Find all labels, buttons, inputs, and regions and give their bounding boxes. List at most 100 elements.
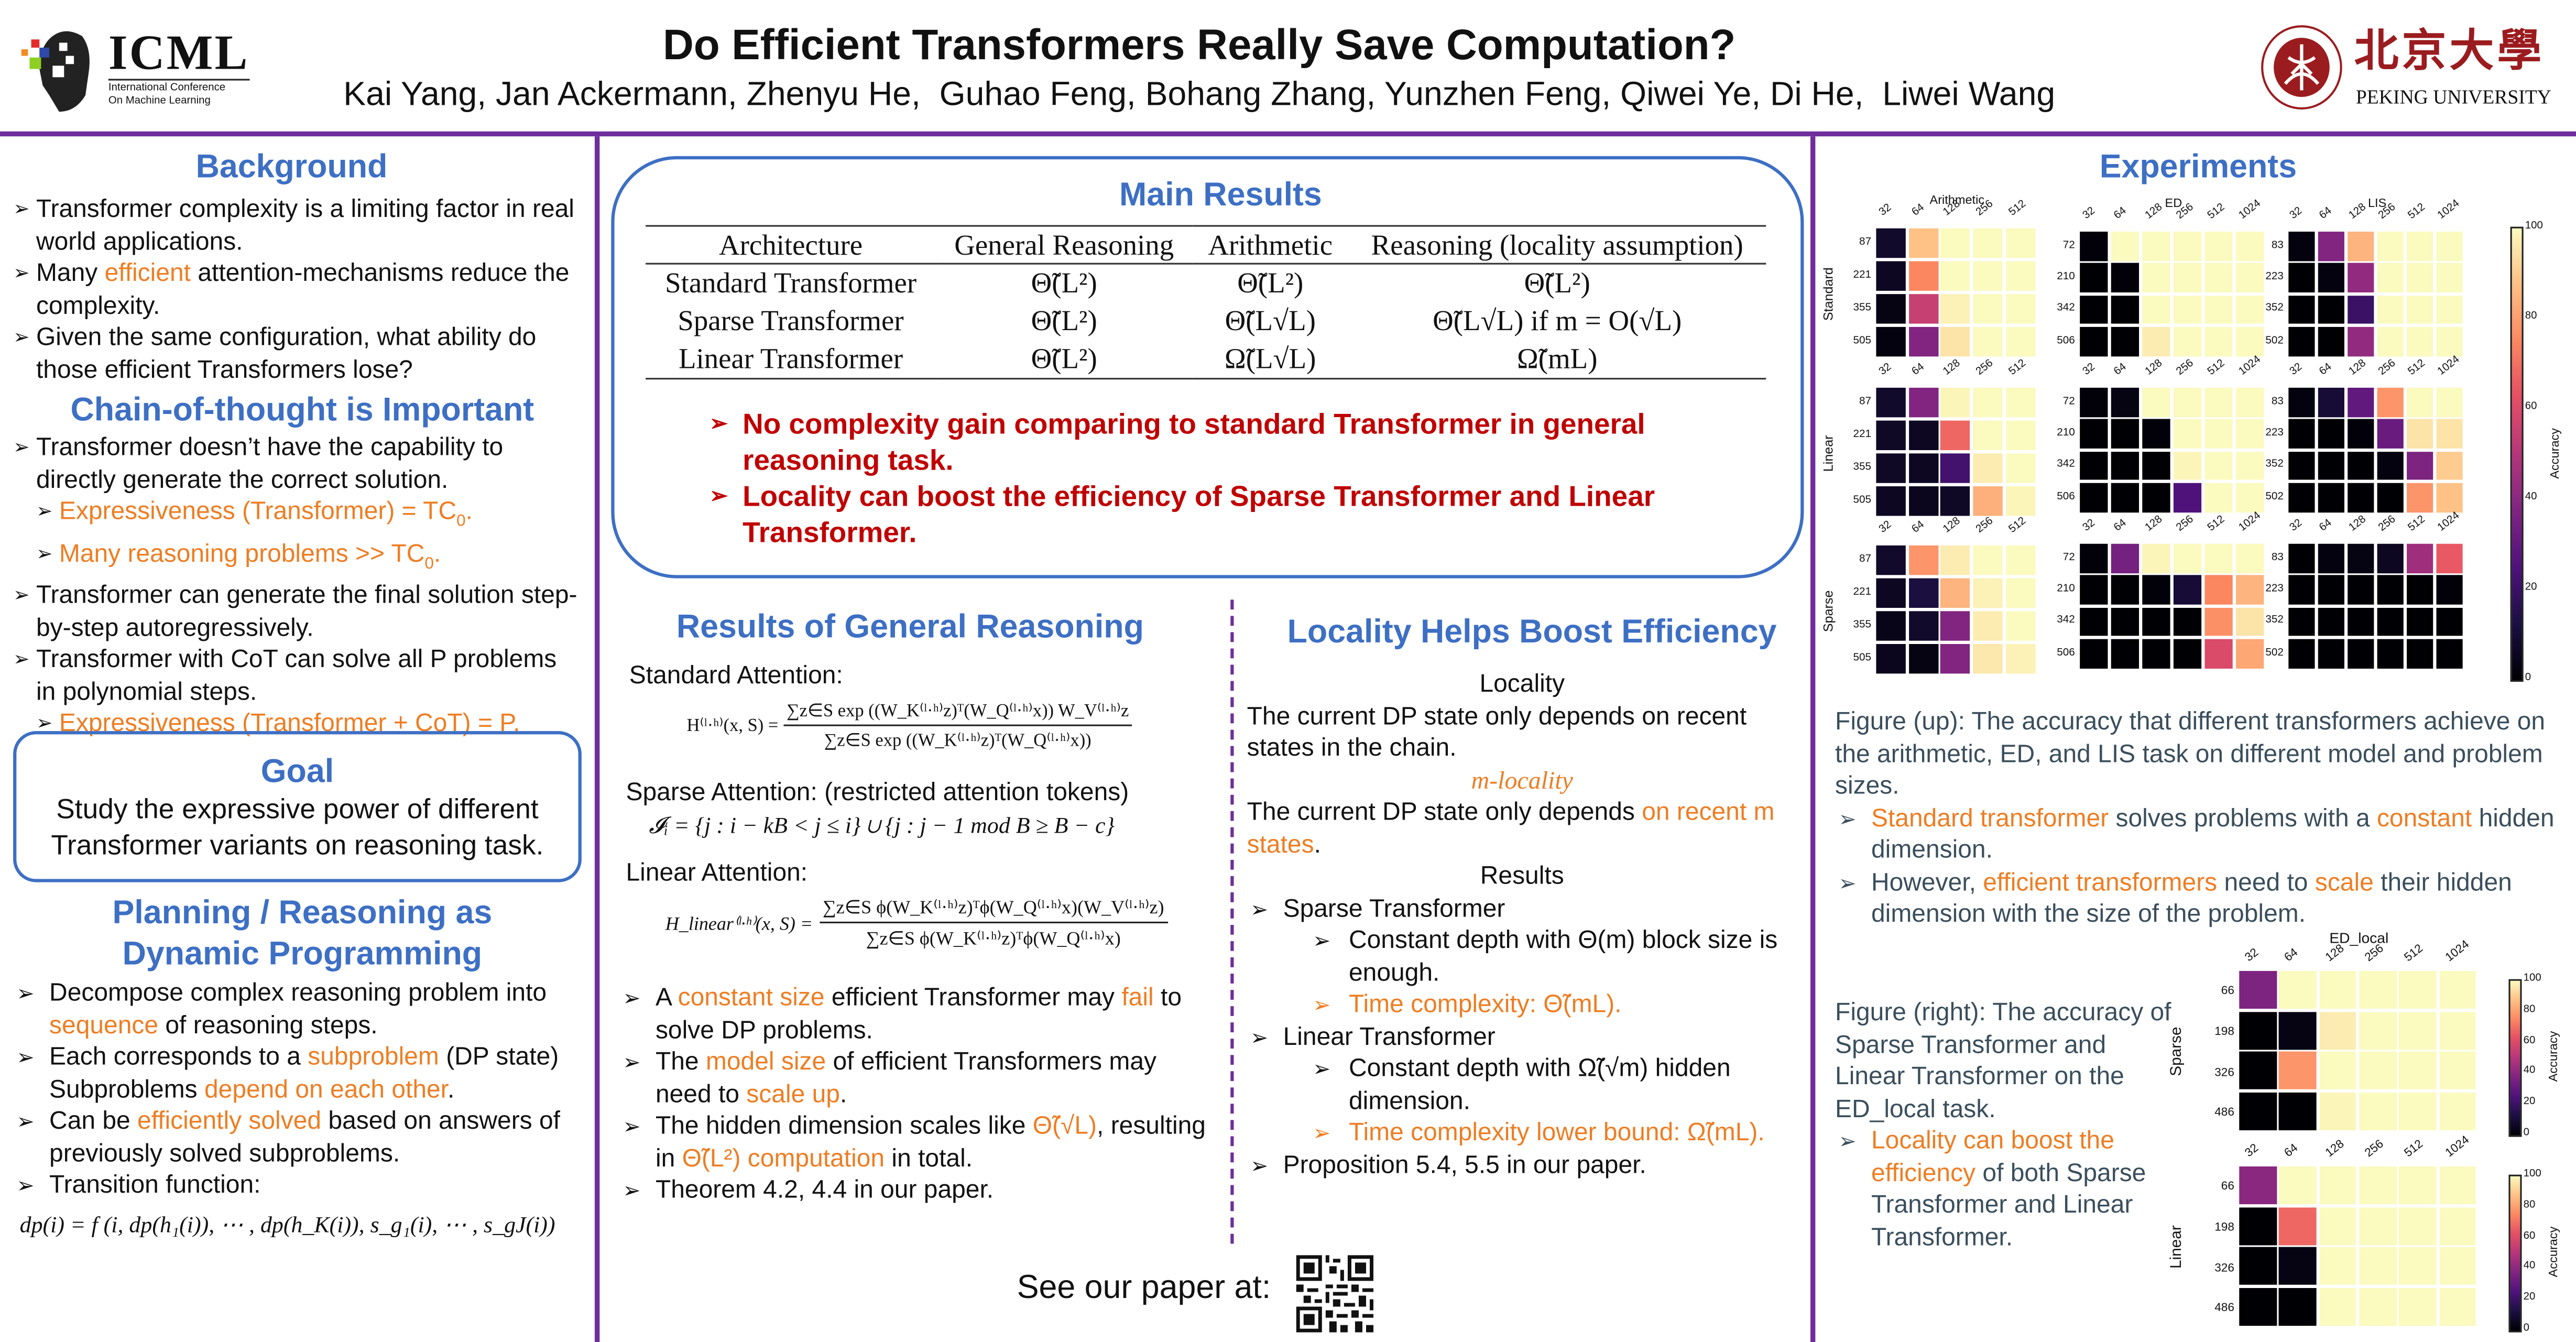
heatmap-cell (2173, 419, 2202, 449)
text: The (655, 1048, 706, 1076)
row-tick-label: 198 (2214, 1023, 2234, 1039)
row-tick-label: 223 (2265, 427, 2284, 439)
colorbar-tick-label: 20 (2525, 581, 2537, 593)
heatmap-cell (2111, 543, 2140, 573)
heatmap-cell (2111, 387, 2140, 417)
colorbar-tick-label: 0 (2523, 1322, 2530, 1334)
heatmap-cell (2377, 607, 2405, 637)
table-header-row: Architecture General Reasoning Arithmeti… (646, 225, 1766, 265)
list-item: Linear Transformer (1247, 1021, 1797, 1053)
col-tick-label: 128 (2142, 514, 2164, 534)
row-tick-label: 355 (1853, 461, 1871, 473)
heatmap-cell (1940, 578, 1971, 609)
heatmap-cell (2288, 326, 2316, 356)
row-tick-label: 223 (2265, 583, 2284, 595)
text: to solve DP problems. (655, 984, 1182, 1044)
heatmap-cell (2173, 232, 2202, 261)
list-item: A constant size efficient Transformer ma… (619, 983, 1219, 1046)
heatmap-cell (2279, 1288, 2317, 1326)
list-item: Can be efficiently solved based on answe… (13, 1106, 592, 1170)
heatmap-cell (2142, 326, 2171, 356)
heatmap-cell (2239, 1011, 2277, 1050)
heatmap-cell (2318, 483, 2345, 512)
heatmap-cell (2142, 387, 2171, 417)
highlight-text: model size (705, 1048, 826, 1076)
heatmap-ylabel: Standard (1821, 267, 1836, 321)
heatmap-ylabel: Sparse (1821, 590, 1836, 632)
col-tick-label: 32 (1877, 361, 1894, 378)
colorbar-tick-label: 100 (2523, 973, 2541, 984)
list-item: Standard transformer solves problems wit… (1835, 803, 2561, 867)
heatmap-cell (2111, 263, 2140, 293)
heatmap-cell (2377, 326, 2405, 356)
heatmap-cell (2236, 295, 2265, 324)
heatmap-cell (2111, 232, 2140, 261)
heatmap-cell (2080, 232, 2109, 261)
colorbar (2508, 1174, 2522, 1333)
text: of reasoning steps. (158, 1011, 378, 1040)
heatmap-cell (2005, 545, 2036, 576)
row-tick-label: 352 (2265, 302, 2284, 314)
col-tick-label: 256 (2376, 357, 2398, 378)
col-tick-label: 512 (2406, 514, 2428, 534)
heatmap-cell (2279, 1052, 2317, 1090)
heatmap-cell (2318, 639, 2345, 668)
heatmap-cell (2080, 639, 2109, 668)
table-cell: Sparse Transformer (678, 304, 904, 337)
heatmap-cell (2288, 607, 2316, 637)
heatmap-cell (2359, 1052, 2396, 1090)
heatmap-cell (2236, 387, 2265, 417)
list-item: The model size of efficient Transformers… (619, 1046, 1219, 1110)
table-cell: Standard Transformer (665, 266, 917, 299)
cot-heading: Chain-of-thought is Important (70, 392, 534, 429)
pku-english-name: PEKING UNIVERSITY (2355, 85, 2551, 108)
highlight-text: constant (2376, 804, 2472, 832)
icml-logo: ICML International Conference On Machine… (16, 23, 263, 115)
heatmap-cell (2173, 607, 2202, 637)
row-tick-label: 221 (1853, 269, 1871, 281)
qr-code-icon[interactable] (1296, 1255, 1374, 1333)
col-tick-label: 512 (2406, 357, 2428, 378)
heatmap-cell (2239, 1207, 2277, 1245)
heatmap-cell (2236, 451, 2265, 481)
colorbar-tick-label: 80 (2523, 1003, 2536, 1015)
list-item: Transformer complexity is a limiting fac… (13, 194, 580, 258)
heatmap-cell (2080, 326, 2109, 356)
row-tick-label: 72 (2062, 395, 2075, 407)
row-tick-label: 342 (2057, 615, 2075, 627)
pku-logo: 北京大學 PEKING UNIVERSITY (2259, 25, 2563, 115)
list-item: Sparse Transformer (1247, 893, 1797, 925)
colorbar-tick-label: 40 (2523, 1260, 2536, 1272)
heatmap-cell (1908, 387, 1938, 418)
heatmap-cell (2436, 607, 2463, 637)
list-item: Given the same configuration, what abili… (13, 322, 580, 386)
row-tick-label: 502 (2265, 646, 2284, 658)
highlight-text: subproblem (308, 1043, 439, 1072)
col-tick-label: 128 (2347, 357, 2368, 378)
row-tick-label: 502 (2265, 334, 2284, 346)
highlight-text: constant size (678, 984, 825, 1012)
list-item: Many efficient attention-mechanisms redu… (13, 258, 580, 322)
heatmap-cell (2398, 1052, 2437, 1090)
row-tick-label: 505 (1853, 652, 1871, 664)
row-tick-label: 355 (1853, 619, 1871, 631)
heatmap-cell (2436, 295, 2463, 324)
heatmap-cell (1908, 261, 1938, 292)
heatmap-cell (2236, 607, 2265, 637)
heatmap-cell (1973, 228, 2003, 259)
heatmap-cell (2439, 970, 2476, 1009)
icml-subtitle-1: International Conference (108, 82, 226, 94)
heatmap-cell (2407, 575, 2434, 605)
heatmap-cell (2204, 483, 2233, 512)
list-item: Proposition 5.4, 5.5 in our paper. (1247, 1149, 1797, 1181)
heatmap-cell (2204, 232, 2233, 261)
heatmap-cell (2439, 1166, 2476, 1205)
heatmap-cell (2407, 232, 2434, 261)
heatmap-cell (1908, 611, 1938, 641)
dp-heading-line-1: Planning / Reasoning as (112, 895, 493, 932)
locality-text: The current DP state only depends on rec… (1247, 702, 1747, 762)
heatmap-cell (2407, 639, 2434, 668)
heatmap-cell (2439, 1093, 2476, 1131)
heatmap-cell (2436, 483, 2463, 512)
